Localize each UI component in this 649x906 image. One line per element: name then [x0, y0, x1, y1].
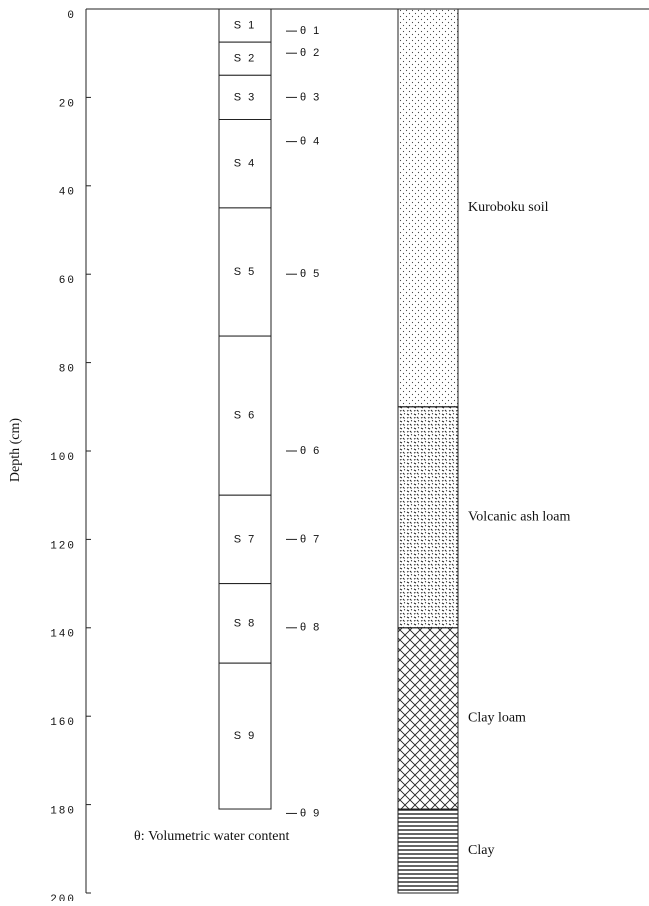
sensor-label: S 9: [234, 730, 257, 742]
probe-label: θ 4: [300, 136, 321, 148]
soil-label: Clay loam: [468, 711, 526, 726]
axis-label: Depth (cm): [8, 418, 23, 482]
sensor-label: S 8: [234, 617, 257, 629]
soil-layer: [398, 407, 458, 628]
tick-label: 200: [50, 894, 76, 901]
tick-label: 140: [50, 629, 76, 641]
sensor-label: S 3: [234, 91, 257, 103]
soil-label: Volcanic ash loam: [468, 510, 570, 525]
sensor-label: S 7: [234, 533, 257, 545]
tick-label: 100: [50, 452, 76, 464]
probe-label: θ 6: [300, 445, 321, 457]
tick-label: 80: [59, 364, 76, 376]
sensor-label: S 2: [234, 53, 257, 65]
page: {"axis": {"label": "Depth (cm)", "lim": …: [0, 0, 649, 901]
tick-label: 160: [50, 717, 76, 729]
tick-label: 60: [59, 275, 76, 287]
probe-label: θ 7: [300, 533, 321, 545]
soil-layer: [398, 9, 458, 407]
probe-label: θ 5: [300, 268, 321, 280]
probe-label: θ 8: [300, 622, 321, 634]
probe-label: θ 9: [300, 807, 321, 819]
tick-label: 0: [67, 10, 76, 22]
probe-label: θ 1: [300, 25, 321, 37]
probe-label: θ 2: [300, 47, 321, 59]
soil-layer: [398, 809, 458, 893]
sensor-label: S 1: [234, 19, 257, 31]
diagram: Depth (cm) θ: Volumetric water content 0…: [0, 0, 649, 901]
sensor-label: S 5: [234, 266, 257, 278]
soil-label: Clay: [468, 843, 494, 858]
tick-label: 20: [59, 98, 76, 110]
probe-label: θ 3: [300, 91, 321, 103]
soil-layer: [398, 628, 458, 809]
sensor-label: S 6: [234, 410, 257, 422]
tick-label: 120: [50, 540, 76, 552]
tick-label: 40: [59, 187, 76, 199]
note: θ: Volumetric water content: [134, 829, 289, 844]
tick-label: 180: [50, 806, 76, 818]
soil-label: Kuroboku soil: [468, 200, 549, 215]
sensor-label: S 4: [234, 158, 257, 170]
